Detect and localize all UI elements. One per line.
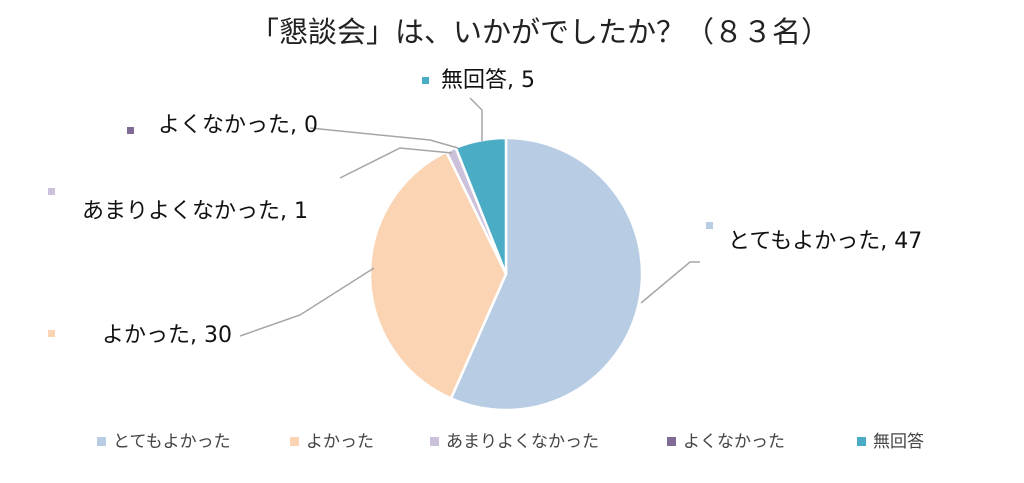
data-label-3: よくなかった, 0 [158,113,318,138]
legend-swatch-4 [857,437,866,446]
pie-slice-0 [449,136,644,412]
pie-slices [368,136,644,412]
leader-line-2 [339,147,453,179]
data-label-4: 無回答, 5 [441,68,535,93]
legend-swatch-3 [667,437,676,446]
legend-label-3: よくなかった [683,432,785,452]
chart-title: 「懇談会」は、いかがでしたか？（８３名） [250,15,830,49]
data-label-0: とてもよかった, 47 [728,229,922,254]
legend-label-0: とてもよかった [113,432,231,452]
legend: とてもよかった よかった あまりよくなかった よくなかった 無回答 [97,432,924,452]
legend-label-1: よかった [306,432,374,452]
label-marker-2 [48,188,55,195]
legend-swatch-0 [97,437,106,446]
label-marker-0 [706,222,713,229]
legend-label-4: 無回答 [873,432,924,452]
label-marker-4 [422,77,429,84]
data-label-2: あまりよくなかった, 1 [82,199,308,224]
pie-slice-1 [368,150,508,401]
data-label-1: よかった, 30 [102,323,232,348]
leader-line-4 [469,97,483,141]
leader-line-1 [239,267,375,337]
leader-line-3 [309,127,459,149]
data-labels: とてもよかった, 47 よかった, 30 あまりよくなかった, 1 よくなかった, 0… [48,68,922,348]
leader-line-0 [640,261,700,304]
leader-lines [239,97,700,337]
label-marker-3 [127,127,134,134]
legend-label-2: あまりよくなかった [446,432,599,452]
label-marker-1 [48,330,55,337]
legend-swatch-2 [430,437,439,446]
legend-swatch-1 [290,437,299,446]
